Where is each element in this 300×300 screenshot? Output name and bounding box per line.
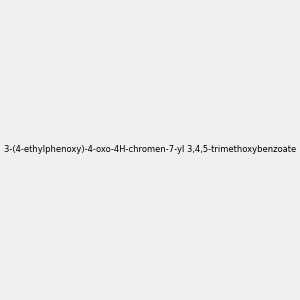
Text: 3-(4-ethylphenoxy)-4-oxo-4H-chromen-7-yl 3,4,5-trimethoxybenzoate: 3-(4-ethylphenoxy)-4-oxo-4H-chromen-7-yl… (4, 146, 296, 154)
